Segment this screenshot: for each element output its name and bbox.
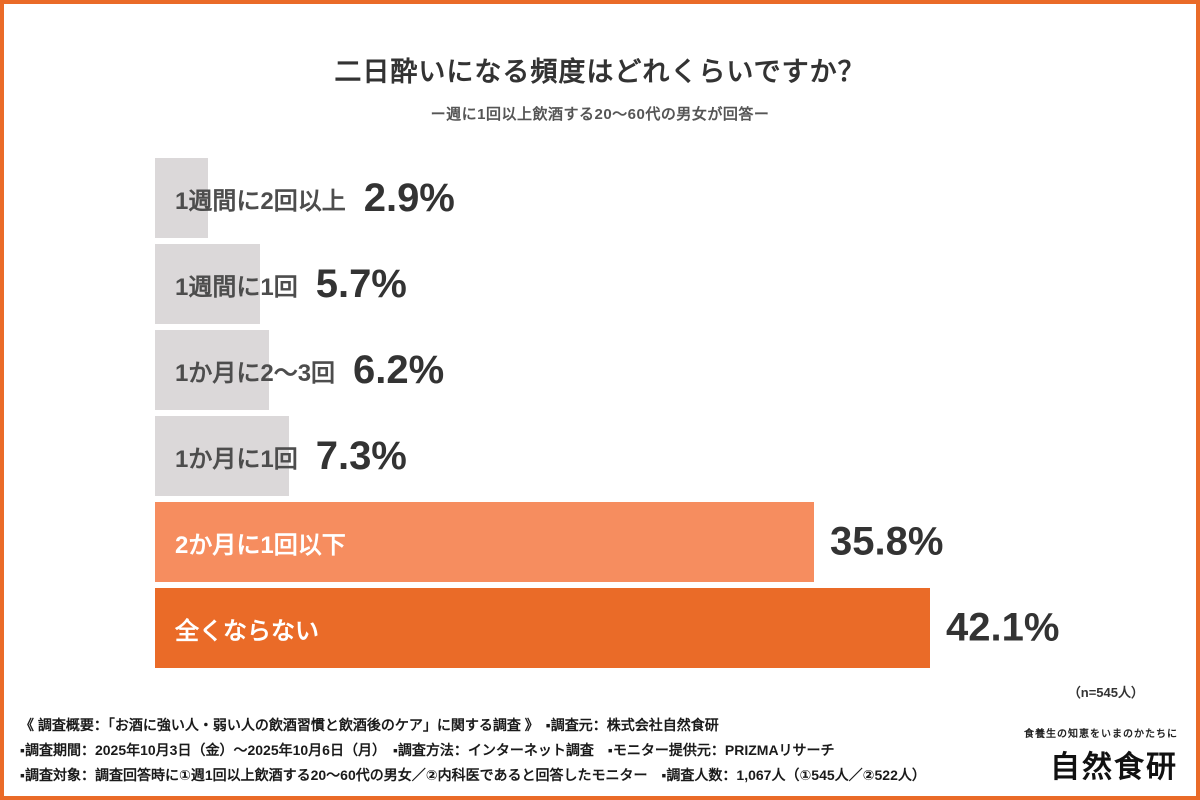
- bar-labels: 1か月に2〜3回 6.2%: [155, 330, 1196, 410]
- bar-value-label: 42.1%: [946, 605, 1060, 650]
- sample-size-note: （n=545人）: [1067, 685, 1144, 700]
- bar-row: 1か月に2〜3回 6.2%: [155, 330, 1196, 410]
- bar-category-label: 1か月に1回: [175, 445, 298, 473]
- bar-category-label: 1か月に2〜3回: [175, 359, 336, 387]
- bar-labels: 1週間に1回 5.7%: [155, 244, 1196, 324]
- bar: [155, 330, 269, 410]
- bar-value-label: 6.2%: [353, 347, 445, 392]
- bar-row: 2か月に1回以下 35.8%: [155, 502, 1196, 582]
- bar-category-label: 2か月に1回以下: [175, 531, 346, 559]
- footer: 《 調査概要：「お酒に強い人・弱い人の飲酒習慣と飲酒後のケア」に関する調査 》 …: [20, 713, 1178, 788]
- bar-value-label: 7.3%: [315, 433, 407, 478]
- company-logo: 食養生の知恵をいまのかたちに 自然食研: [1024, 725, 1178, 788]
- bar-row: 1週間に1回 5.7%: [155, 244, 1196, 324]
- bar-chart: 1週間に2回以上 2.9% 1週間に1回 5.7% 1か月に2〜3回 6.2% …: [155, 158, 1196, 668]
- logo-tagline: 食養生の知恵をいまのかたちに: [1024, 729, 1178, 740]
- bar-row: 全くならない 42.1%: [155, 588, 1196, 668]
- survey-target-line: ▪調査対象：調査回答時に①週1回以上飲酒する20〜60代の男女／②内科医であると…: [20, 767, 926, 783]
- bar: [155, 502, 814, 582]
- bar-labels: 全くならない 42.1%: [155, 588, 1196, 668]
- bar-category-label: 1週間に1回: [175, 273, 298, 301]
- bar-labels: 1週間に2回以上 2.9%: [155, 158, 1196, 238]
- survey-period-line: ▪調査期間：2025年10月3日（金）〜2025年10月6日（月） ▪調査方法：…: [20, 742, 835, 758]
- page-title: 二日酔いになる頻度はどれくらいですか？: [334, 57, 866, 87]
- bar-row: 1週間に2回以上 2.9%: [155, 158, 1196, 238]
- bar-labels: 2か月に1回以下 35.8%: [155, 502, 1196, 582]
- bar-value-label: 2.9%: [363, 175, 455, 220]
- page-subtitle: ー週に1回以上飲酒する20〜60代の男女が回答ー: [430, 106, 770, 123]
- bar-category-label: 1週間に2回以上: [175, 187, 346, 215]
- bar-value-label: 5.7%: [315, 261, 407, 306]
- bar-category-label: 全くならない: [175, 617, 319, 645]
- bar: [155, 588, 930, 668]
- bar-value-label: 35.8%: [830, 519, 944, 564]
- bar-labels: 1か月に1回 7.3%: [155, 416, 1196, 496]
- survey-overview-line: 《 調査概要：「お酒に強い人・弱い人の飲酒習慣と飲酒後のケア」に関する調査 》 …: [20, 717, 719, 733]
- chart-header: 二日酔いになる頻度はどれくらいですか？ ー週に1回以上飲酒する20〜60代の男女…: [4, 50, 1196, 124]
- survey-details: 《 調査概要：「お酒に強い人・弱い人の飲酒習慣と飲酒後のケア」に関する調査 》 …: [20, 713, 926, 788]
- bar-row: 1か月に1回 7.3%: [155, 416, 1196, 496]
- bar: [155, 416, 289, 496]
- logo-name: 自然食研: [1050, 751, 1178, 784]
- bar: [155, 158, 208, 238]
- bar: [155, 244, 260, 324]
